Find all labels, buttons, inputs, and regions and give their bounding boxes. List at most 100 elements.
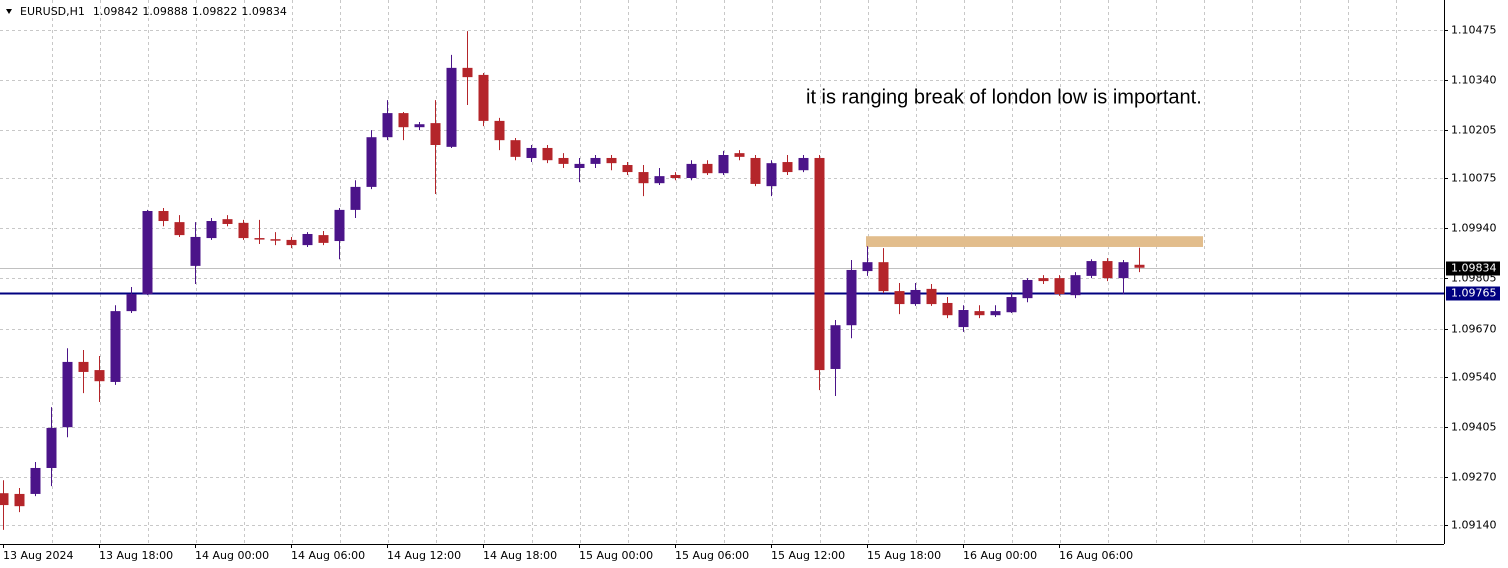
candle-body (1006, 297, 1017, 313)
candle-body (398, 113, 409, 128)
candle-body (814, 157, 825, 371)
candle-body (382, 113, 393, 138)
candle-body (334, 209, 345, 242)
candle-body (670, 175, 681, 178)
candle-body (446, 67, 457, 147)
y-tick-label: 1.10475 (1451, 24, 1497, 37)
candle-body (94, 370, 105, 382)
level-price-label: 1.09765 (1451, 287, 1497, 300)
candle-body (78, 361, 89, 372)
x-tick-label: 14 Aug 12:00 (387, 549, 461, 562)
candle-body (462, 67, 473, 78)
level-price-tag (1446, 286, 1500, 301)
y-tick-label: 1.09940 (1451, 222, 1497, 235)
x-tick-label: 15 Aug 00:00 (579, 549, 653, 562)
candle-body (414, 124, 425, 128)
candle-body (686, 163, 697, 178)
candle-body (526, 147, 537, 158)
candle-body (798, 157, 809, 171)
candle-body (174, 222, 185, 236)
candle-body (158, 210, 169, 222)
candle-body (942, 302, 953, 316)
header-close: 1.09834 (241, 5, 287, 18)
candle-body (974, 311, 985, 316)
candle-body (1118, 262, 1129, 279)
plot (0, 31, 1444, 530)
y-tick-label: 1.09270 (1451, 471, 1497, 484)
candle-body (238, 222, 249, 239)
candle-body (478, 74, 489, 121)
candle-body (1054, 278, 1065, 295)
symbol-header: EURUSD,H1 1.09842 1.09888 1.09822 1.09834 (20, 5, 287, 18)
candle-body (366, 137, 377, 187)
candle-body (910, 289, 921, 305)
candle-body (654, 176, 665, 184)
x-tick-label: 14 Aug 00:00 (195, 549, 269, 562)
candle-body (14, 493, 25, 507)
candle-body (270, 239, 281, 241)
y-tick-label: 1.09670 (1451, 323, 1497, 336)
candle-body (126, 294, 137, 312)
x-tick-label: 16 Aug 06:00 (1059, 549, 1133, 562)
x-tick-label: 15 Aug 06:00 (675, 549, 749, 562)
y-tick-label: 1.09405 (1451, 421, 1497, 434)
candle-body (1134, 264, 1145, 268)
candle-body (846, 269, 857, 326)
price-zone (866, 236, 1203, 247)
x-tick-label: 14 Aug 06:00 (291, 549, 365, 562)
x-tick-label: 15 Aug 18:00 (867, 549, 941, 562)
candle-body (1070, 275, 1081, 296)
candle-body (782, 162, 793, 173)
candle-body (142, 210, 153, 295)
menu-arrow[interactable] (6, 9, 12, 14)
candle-body (302, 233, 313, 246)
candle-body (862, 262, 873, 272)
candle-body (430, 123, 441, 145)
candle-body (958, 310, 969, 328)
candle-body (990, 311, 1001, 316)
candle-body (46, 427, 57, 468)
candle-body (190, 236, 201, 266)
candle-body (1022, 279, 1033, 299)
current-price-label: 1.09834 (1451, 262, 1497, 275)
candle-body (622, 165, 633, 173)
candle-body (926, 288, 937, 305)
candle-body (1038, 278, 1049, 282)
candle-body (62, 361, 73, 428)
candle-body (30, 467, 41, 494)
x-tick-label: 13 Aug 2024 (3, 549, 73, 562)
candle-body (638, 172, 649, 184)
symbol: EURUSD,H1 (20, 5, 85, 18)
candle-body (718, 155, 729, 174)
candle-body (734, 153, 745, 157)
y-tick-label: 1.10205 (1451, 124, 1497, 137)
y-tick-label: 1.09540 (1451, 371, 1497, 384)
candle-body (590, 157, 601, 164)
candle-body (286, 239, 297, 246)
candle-body (110, 311, 121, 382)
y-tick-label: 1.10075 (1451, 172, 1497, 185)
header-high: 1.09888 (142, 5, 188, 18)
x-tick-label: 14 Aug 18:00 (483, 549, 557, 562)
candle-body (574, 163, 585, 168)
candle-body (0, 493, 9, 506)
x-tick-label: 15 Aug 12:00 (771, 549, 845, 562)
candle-body (350, 186, 361, 210)
header-open: 1.09842 (93, 5, 139, 18)
x-tick-label: 16 Aug 00:00 (963, 549, 1037, 562)
candle-body (206, 221, 217, 239)
candle-body (606, 157, 617, 164)
candle-body (222, 219, 233, 224)
candle-body (1086, 261, 1097, 276)
candle-body (878, 262, 889, 292)
candle-body (1102, 261, 1113, 279)
candle-body (750, 157, 761, 184)
candle-body (830, 325, 841, 369)
candle-body (702, 163, 713, 174)
candle-body (318, 235, 329, 243)
candle-body (510, 140, 521, 157)
candle-body (558, 157, 569, 164)
